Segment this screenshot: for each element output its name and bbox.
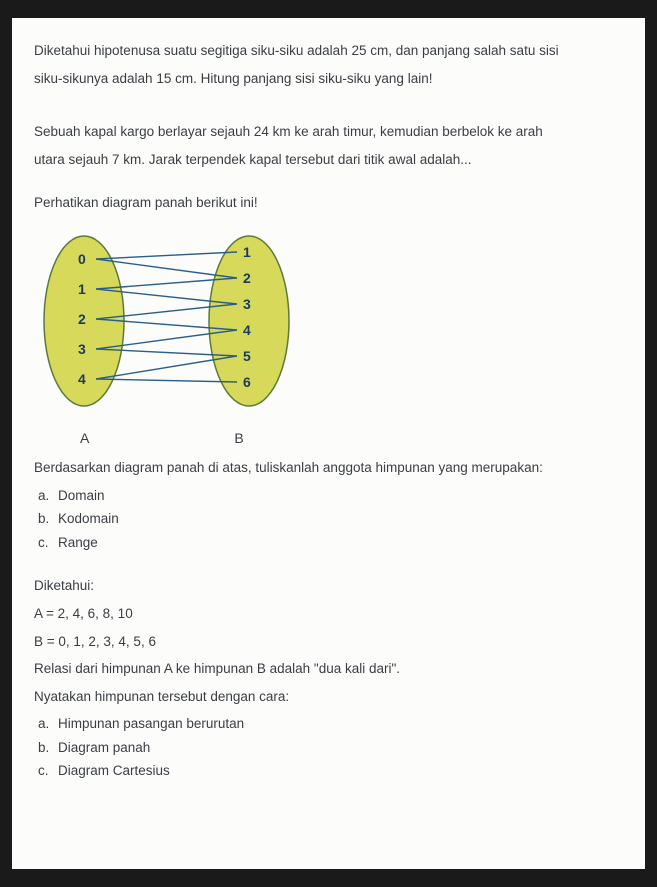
- svg-text:5: 5: [243, 348, 251, 364]
- p3-intro: Perhatikan diagram panah berikut ini!: [34, 192, 627, 214]
- p4-b: b.Diagram panah: [38, 737, 627, 759]
- p4-l5: Nyatakan himpunan tersebut dengan cara:: [34, 686, 627, 708]
- set-a-label: A: [80, 427, 89, 449]
- p3-after: Berdasarkan diagram panah di atas, tulis…: [34, 457, 627, 479]
- p4-l2: A = 2, 4, 6, 8, 10: [34, 603, 627, 625]
- set-b-label: B: [234, 427, 243, 449]
- p3-b: b.Kodomain: [38, 508, 627, 530]
- problem-3: Perhatikan diagram panah berikut ini! 0 1…: [34, 192, 627, 553]
- arrow-diagram: 0 1 2 3 4 1 2 3 4 5 6 A B: [34, 226, 627, 449]
- p3-c: c.Range: [38, 532, 627, 554]
- svg-text:4: 4: [243, 322, 251, 338]
- p4-l1: Diketahui:: [34, 575, 627, 597]
- svg-text:4: 4: [78, 371, 86, 387]
- diagram-labels: A B: [34, 427, 627, 449]
- arrow-diagram-svg: 0 1 2 3 4 1 2 3 4 5 6: [34, 226, 314, 416]
- p1-line2: siku-sikunya adalah 15 cm. Hitung panjan…: [34, 68, 627, 90]
- svg-text:3: 3: [78, 341, 86, 357]
- p3-list: a.Domain b.Kodomain c.Range: [38, 485, 627, 554]
- svg-text:2: 2: [78, 311, 86, 327]
- p3-a: a.Domain: [38, 485, 627, 507]
- svg-text:2: 2: [243, 270, 251, 286]
- svg-text:1: 1: [78, 281, 86, 297]
- problem-4: Diketahui: A = 2, 4, 6, 8, 10 B = 0, 1, …: [34, 575, 627, 782]
- svg-text:3: 3: [243, 296, 251, 312]
- problem-1: Diketahui hipotenusa suatu segitiga siku…: [34, 40, 627, 89]
- p4-l3: B = 0, 1, 2, 3, 4, 5, 6: [34, 631, 627, 653]
- problem-2: Sebuah kapal kargo berlayar sejauh 24 km…: [34, 121, 627, 170]
- p4-a: a.Himpunan pasangan berurutan: [38, 713, 627, 735]
- p2-line2: utara sejauh 7 km. Jarak terpendek kapal…: [34, 149, 627, 171]
- p1-line1: Diketahui hipotenusa suatu segitiga siku…: [34, 40, 627, 62]
- svg-text:0: 0: [78, 251, 86, 267]
- svg-text:6: 6: [243, 374, 251, 390]
- p4-c: c.Diagram Cartesius: [38, 760, 627, 782]
- p4-l4: Relasi dari himpunan A ke himpunan B ada…: [34, 658, 627, 680]
- svg-text:1: 1: [243, 244, 251, 260]
- p2-line1: Sebuah kapal kargo berlayar sejauh 24 km…: [34, 121, 627, 143]
- worksheet-page: Diketahui hipotenusa suatu segitiga siku…: [12, 18, 645, 869]
- p4-list: a.Himpunan pasangan berurutan b.Diagram …: [38, 713, 627, 782]
